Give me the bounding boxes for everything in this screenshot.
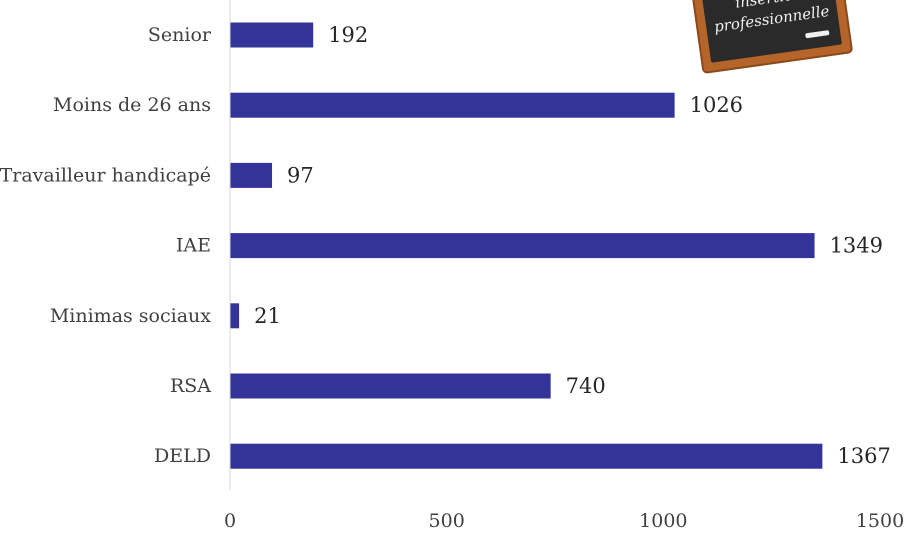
x-tick-label-1000: 1000 (639, 510, 687, 532)
category-label-travailleur-handicape: Travailleur handicapé (0, 164, 211, 186)
value-label-minimas-sociaux: 21 (254, 304, 281, 328)
bars-group (230, 22, 823, 469)
bar-moins-de-26-ans (230, 92, 675, 118)
category-label-deld: DELD (154, 445, 211, 467)
value-labels-group: 192 1026 97 1349 21 740 1367 (254, 23, 891, 468)
bar-rsa (230, 373, 551, 399)
x-tick-labels-group: 0 500 1000 1500 (224, 510, 904, 532)
chalkboard-image: insertion professionnelle (687, 0, 853, 74)
value-label-travailleur-handicape: 97 (287, 163, 314, 187)
category-label-minimas-sociaux: Minimas sociaux (50, 305, 211, 327)
category-label-iae: IAE (176, 235, 211, 257)
chalk-piece (805, 30, 830, 39)
bar-iae (230, 233, 815, 259)
value-label-iae: 1349 (830, 234, 883, 258)
category-label-rsa: RSA (170, 375, 211, 397)
value-label-deld: 1367 (837, 444, 890, 468)
bar-senior (230, 22, 314, 48)
category-label-senior: Senior (148, 24, 212, 46)
bar-deld (230, 443, 823, 469)
category-label-moins-de-26-ans: Moins de 26 ans (53, 94, 211, 116)
category-labels-group: Senior Moins de 26 ans Travailleur handica… (0, 24, 212, 467)
value-label-rsa: 740 (566, 374, 606, 398)
x-tick-label-500: 500 (429, 510, 465, 532)
value-label-senior: 192 (328, 23, 368, 47)
x-tick-label-0: 0 (224, 510, 236, 532)
value-label-moins-de-26-ans: 1026 (690, 93, 743, 117)
chalkboard-line-1: insertion (734, 0, 804, 12)
bar-travailleur-handicape (230, 162, 273, 188)
x-tick-label-1500: 1500 (856, 510, 904, 532)
bar-minimas-sociaux (230, 303, 240, 329)
